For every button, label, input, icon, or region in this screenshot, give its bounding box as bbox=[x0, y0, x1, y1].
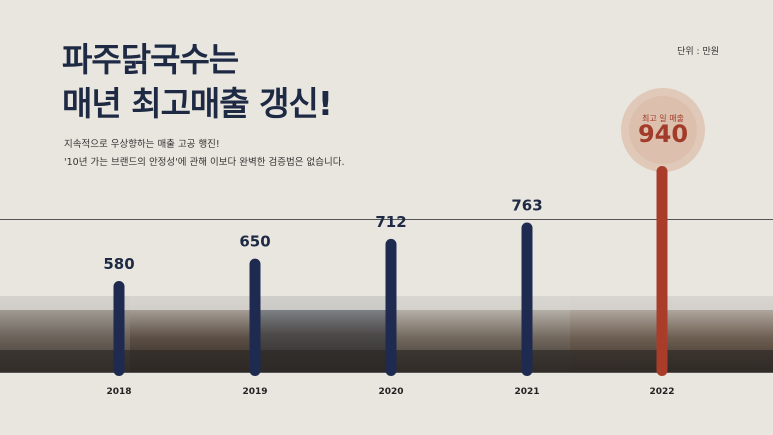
description-line-1: 지속적으로 우상향하는 매출 고공 행진! bbox=[64, 139, 220, 150]
unit-label: 단위 : 만원 bbox=[677, 47, 719, 57]
value-label-2018: 580 bbox=[103, 255, 134, 273]
value-label-2019: 650 bbox=[239, 233, 270, 251]
highlight-label: 최고 일 매출 bbox=[642, 114, 684, 123]
highlight-value: 940 bbox=[637, 120, 689, 148]
page-title: 파주닭국수는 매년 최고매출 갱신! bbox=[62, 38, 333, 126]
bar-2020 bbox=[385, 238, 397, 376]
category-label-2022: 2022 bbox=[649, 387, 674, 397]
bar-2021 bbox=[521, 222, 533, 376]
restaurant-photo-strip bbox=[0, 296, 773, 372]
value-label-2021: 763 bbox=[511, 197, 542, 215]
description: 지속적으로 우상향하는 매출 고공 행진! '10년 가는 브랜드의 안정성'에… bbox=[64, 136, 344, 172]
title-line-2: 매년 최고매출 갱신! bbox=[62, 84, 333, 123]
top-divider bbox=[0, 219, 773, 220]
category-label-2020: 2020 bbox=[378, 387, 403, 397]
bar-2022 bbox=[656, 166, 668, 376]
highlight-bubble-inner bbox=[629, 96, 697, 164]
category-label-2018: 2018 bbox=[106, 387, 131, 397]
bar-2018 bbox=[113, 281, 125, 376]
category-label-2019: 2019 bbox=[242, 387, 267, 397]
value-label-2020: 712 bbox=[375, 213, 406, 231]
title-line-1: 파주닭국수는 bbox=[62, 40, 239, 79]
category-label-2021: 2021 bbox=[514, 387, 539, 397]
description-line-2: '10년 가는 브랜드의 안정성'에 관해 이보다 완벽한 검증법은 없습니다. bbox=[64, 157, 345, 168]
bar-2019 bbox=[249, 258, 261, 376]
